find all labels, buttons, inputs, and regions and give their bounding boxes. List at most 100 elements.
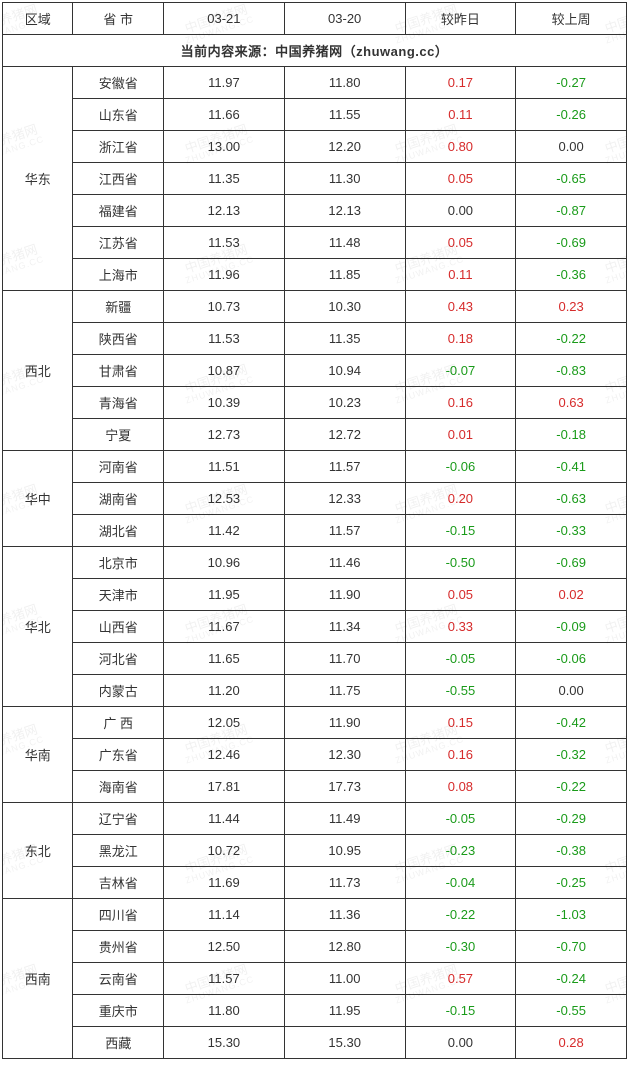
vs-lastweek-cell: -0.41 bbox=[516, 451, 627, 483]
vs-lastweek-cell: -0.83 bbox=[516, 355, 627, 387]
vs-yesterday-cell: -0.22 bbox=[405, 899, 516, 931]
vs-lastweek-cell: -0.70 bbox=[516, 931, 627, 963]
vs-yesterday-cell: 0.08 bbox=[405, 771, 516, 803]
region-cell: 华中 bbox=[3, 451, 73, 547]
vs-lastweek-cell: 0.02 bbox=[516, 579, 627, 611]
date1-cell: 10.73 bbox=[164, 291, 285, 323]
table-row: 东北辽宁省11.4411.49-0.05-0.29 bbox=[3, 803, 627, 835]
vs-yesterday-cell: 0.00 bbox=[405, 195, 516, 227]
table-row: 海南省17.8117.730.08-0.22 bbox=[3, 771, 627, 803]
date2-cell: 10.94 bbox=[284, 355, 405, 387]
date1-cell: 12.46 bbox=[164, 739, 285, 771]
province-cell: 江苏省 bbox=[73, 227, 164, 259]
table-row: 福建省12.1312.130.00-0.87 bbox=[3, 195, 627, 227]
province-cell: 内蒙古 bbox=[73, 675, 164, 707]
source-row: 当前内容来源：中国养猪网（zhuwang.cc） bbox=[3, 35, 627, 67]
date1-cell: 13.00 bbox=[164, 131, 285, 163]
date2-cell: 11.57 bbox=[284, 515, 405, 547]
date2-cell: 11.55 bbox=[284, 99, 405, 131]
date1-cell: 11.42 bbox=[164, 515, 285, 547]
date2-cell: 12.20 bbox=[284, 131, 405, 163]
vs-yesterday-cell: -0.23 bbox=[405, 835, 516, 867]
vs-yesterday-cell: 0.11 bbox=[405, 259, 516, 291]
date2-cell: 10.30 bbox=[284, 291, 405, 323]
date2-cell: 11.30 bbox=[284, 163, 405, 195]
province-cell: 湖北省 bbox=[73, 515, 164, 547]
province-cell: 辽宁省 bbox=[73, 803, 164, 835]
region-cell: 西南 bbox=[3, 899, 73, 1059]
table-row: 河北省11.6511.70-0.05-0.06 bbox=[3, 643, 627, 675]
province-cell: 河北省 bbox=[73, 643, 164, 675]
vs-yesterday-cell: 0.15 bbox=[405, 707, 516, 739]
vs-yesterday-cell: 0.57 bbox=[405, 963, 516, 995]
vs-lastweek-cell: -0.69 bbox=[516, 227, 627, 259]
price-table: 区域 省 市 03-21 03-20 较昨日 较上周 当前内容来源：中国养猪网（… bbox=[2, 2, 627, 1059]
date2-cell: 12.30 bbox=[284, 739, 405, 771]
table-row: 华北北京市10.9611.46-0.50-0.69 bbox=[3, 547, 627, 579]
date1-cell: 11.67 bbox=[164, 611, 285, 643]
vs-yesterday-cell: -0.50 bbox=[405, 547, 516, 579]
vs-lastweek-cell: -0.87 bbox=[516, 195, 627, 227]
date2-cell: 11.80 bbox=[284, 67, 405, 99]
date1-cell: 12.53 bbox=[164, 483, 285, 515]
date1-cell: 11.57 bbox=[164, 963, 285, 995]
date2-cell: 15.30 bbox=[284, 1027, 405, 1059]
table-row: 云南省11.5711.000.57-0.24 bbox=[3, 963, 627, 995]
date2-cell: 11.48 bbox=[284, 227, 405, 259]
date1-cell: 11.69 bbox=[164, 867, 285, 899]
table-row: 西北新疆10.7310.300.430.23 bbox=[3, 291, 627, 323]
table-row: 华东安徽省11.9711.800.17-0.27 bbox=[3, 67, 627, 99]
vs-yesterday-cell: -0.15 bbox=[405, 515, 516, 547]
vs-yesterday-cell: 0.05 bbox=[405, 579, 516, 611]
header-vs-lastweek: 较上周 bbox=[516, 3, 627, 35]
table-row: 湖北省11.4211.57-0.15-0.33 bbox=[3, 515, 627, 547]
vs-lastweek-cell: -0.32 bbox=[516, 739, 627, 771]
vs-lastweek-cell: -1.03 bbox=[516, 899, 627, 931]
province-cell: 上海市 bbox=[73, 259, 164, 291]
date2-cell: 11.00 bbox=[284, 963, 405, 995]
province-cell: 黑龙江 bbox=[73, 835, 164, 867]
vs-lastweek-cell: -0.65 bbox=[516, 163, 627, 195]
province-cell: 安徽省 bbox=[73, 67, 164, 99]
date2-cell: 10.95 bbox=[284, 835, 405, 867]
table-row: 黑龙江10.7210.95-0.23-0.38 bbox=[3, 835, 627, 867]
date2-cell: 11.57 bbox=[284, 451, 405, 483]
date2-cell: 11.73 bbox=[284, 867, 405, 899]
region-cell: 西北 bbox=[3, 291, 73, 451]
vs-yesterday-cell: -0.05 bbox=[405, 803, 516, 835]
table-body: 华东安徽省11.9711.800.17-0.27山东省11.6611.550.1… bbox=[3, 67, 627, 1059]
date1-cell: 12.13 bbox=[164, 195, 285, 227]
province-cell: 山东省 bbox=[73, 99, 164, 131]
vs-yesterday-cell: 0.16 bbox=[405, 739, 516, 771]
table-row: 青海省10.3910.230.160.63 bbox=[3, 387, 627, 419]
vs-lastweek-cell: -0.18 bbox=[516, 419, 627, 451]
date1-cell: 11.66 bbox=[164, 99, 285, 131]
date1-cell: 12.50 bbox=[164, 931, 285, 963]
vs-yesterday-cell: -0.15 bbox=[405, 995, 516, 1027]
date1-cell: 11.51 bbox=[164, 451, 285, 483]
date2-cell: 12.13 bbox=[284, 195, 405, 227]
vs-lastweek-cell: 0.00 bbox=[516, 675, 627, 707]
header-vs-yesterday: 较昨日 bbox=[405, 3, 516, 35]
date1-cell: 17.81 bbox=[164, 771, 285, 803]
province-cell: 新疆 bbox=[73, 291, 164, 323]
table-row: 山东省11.6611.550.11-0.26 bbox=[3, 99, 627, 131]
date2-cell: 11.75 bbox=[284, 675, 405, 707]
date2-cell: 11.90 bbox=[284, 707, 405, 739]
vs-lastweek-cell: -0.22 bbox=[516, 771, 627, 803]
table-row: 华南广 西12.0511.900.15-0.42 bbox=[3, 707, 627, 739]
province-cell: 山西省 bbox=[73, 611, 164, 643]
vs-lastweek-cell: -0.63 bbox=[516, 483, 627, 515]
province-cell: 宁夏 bbox=[73, 419, 164, 451]
date1-cell: 11.35 bbox=[164, 163, 285, 195]
vs-yesterday-cell: 0.43 bbox=[405, 291, 516, 323]
vs-lastweek-cell: -0.36 bbox=[516, 259, 627, 291]
date2-cell: 17.73 bbox=[284, 771, 405, 803]
vs-yesterday-cell: 0.16 bbox=[405, 387, 516, 419]
header-region: 区域 bbox=[3, 3, 73, 35]
province-cell: 贵州省 bbox=[73, 931, 164, 963]
date1-cell: 10.96 bbox=[164, 547, 285, 579]
table-row: 江苏省11.5311.480.05-0.69 bbox=[3, 227, 627, 259]
table-row: 宁夏12.7312.720.01-0.18 bbox=[3, 419, 627, 451]
vs-lastweek-cell: 0.00 bbox=[516, 131, 627, 163]
